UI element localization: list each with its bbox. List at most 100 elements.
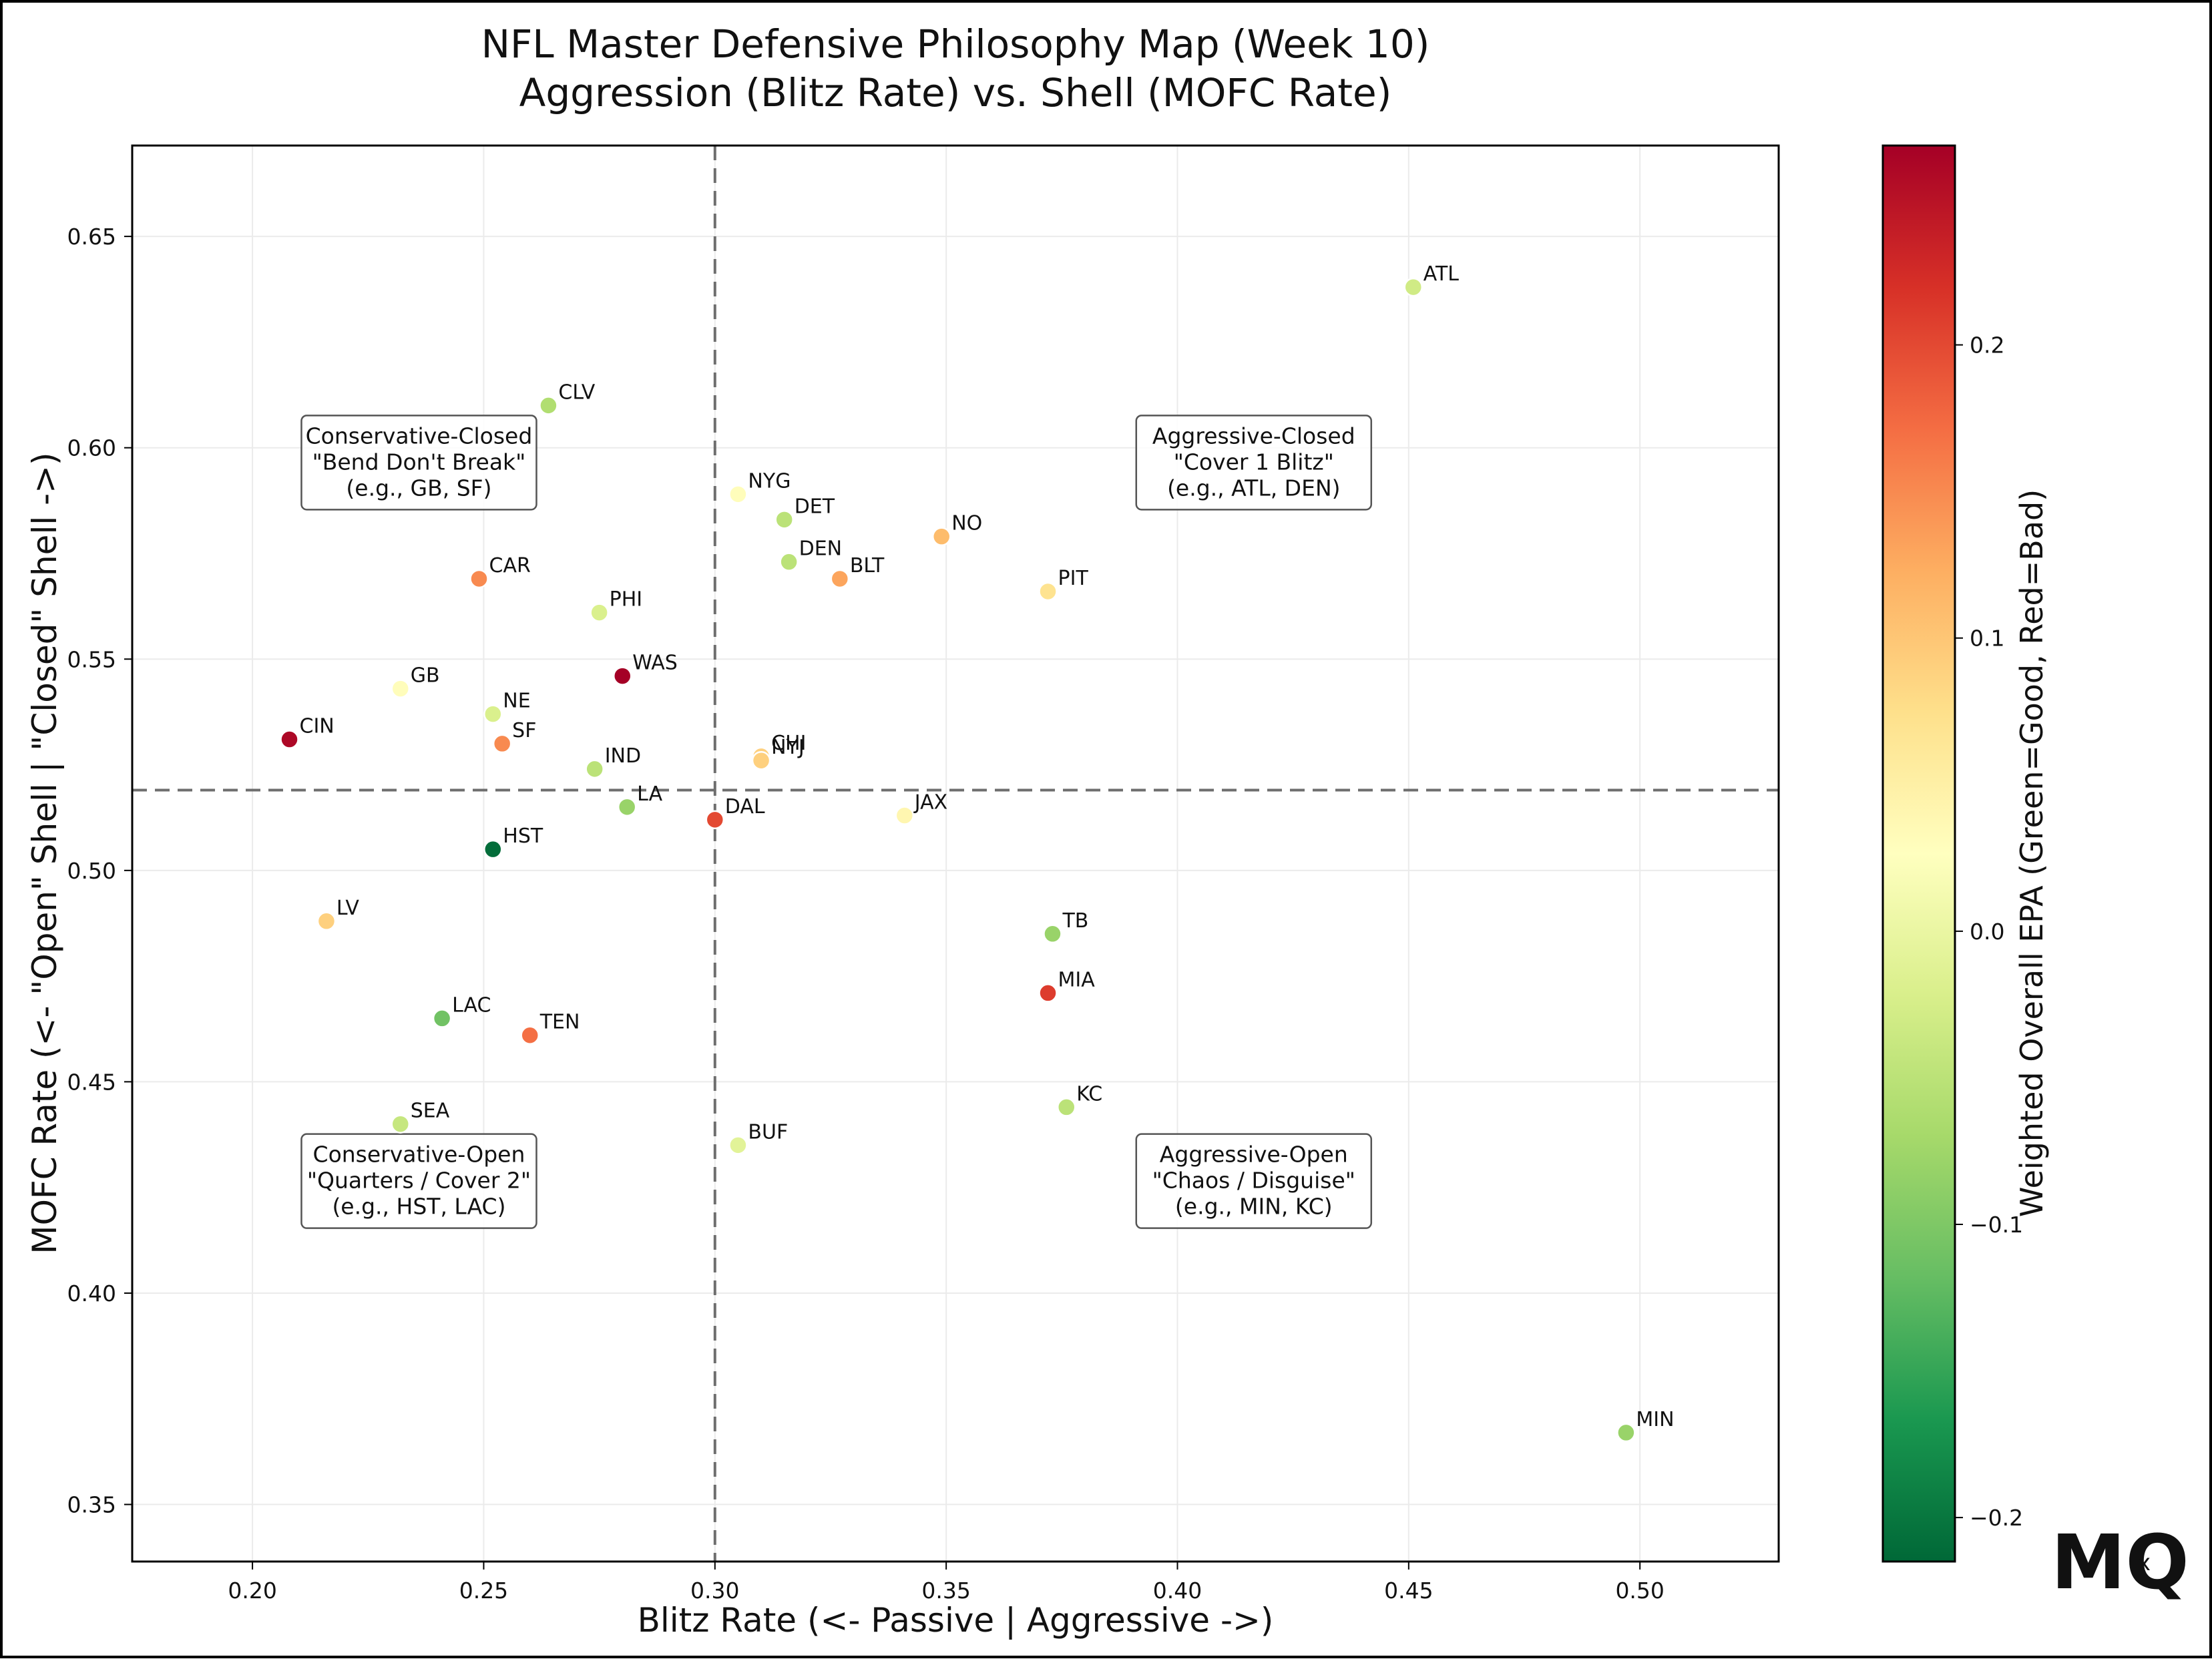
- quadrant-box-conservative-open: [300, 1133, 537, 1229]
- colorbar-label: Weighted Overall EPA (Green=Good, Red=Ba…: [2014, 489, 2050, 1217]
- point-sf: [492, 734, 512, 754]
- team-label-mia: MIA: [1058, 968, 1096, 991]
- team-label-gb: GB: [411, 664, 440, 688]
- y-tick-label-0-60: 0.60: [67, 435, 116, 461]
- colorbar-tick-label-0-1: 0.1: [1970, 626, 2004, 652]
- point-lac: [432, 1009, 452, 1028]
- team-label-nyj: NYJ: [771, 736, 805, 759]
- colorbar-tick-label-0-2: −0.2: [1970, 1505, 2023, 1531]
- colorbar-tick-label-0-2: 0.2: [1970, 332, 2004, 359]
- point-tb: [1043, 924, 1062, 944]
- quadrant-box-aggressive-open: [1135, 1133, 1373, 1229]
- x-tick-label-0-35: 0.35: [921, 1578, 970, 1604]
- point-la: [617, 797, 637, 817]
- point-car: [469, 569, 489, 589]
- team-label-phi: PHI: [610, 588, 643, 612]
- reference-lines: [132, 146, 1779, 1562]
- point-dal: [705, 810, 725, 830]
- team-label-la: LA: [637, 782, 662, 806]
- plot-area-frame: [131, 144, 1780, 1563]
- x-tick-label-0-25: 0.25: [459, 1578, 508, 1604]
- point-phi: [590, 603, 609, 622]
- team-label-min: MIN: [1636, 1408, 1674, 1431]
- team-label-lac: LAC: [452, 993, 491, 1017]
- team-label-tb: TB: [1062, 909, 1088, 933]
- y-tick-label-0-40: 0.40: [67, 1280, 116, 1307]
- team-label-sf: SF: [512, 719, 536, 742]
- colorbar-tick-label-0-1: −0.1: [1970, 1212, 2023, 1238]
- quadrant-text-conservative-closed-2: "Bend Don't Break": [312, 449, 526, 475]
- team-label-blt: BLT: [850, 554, 885, 577]
- point-det: [775, 510, 794, 529]
- point-lv: [316, 911, 337, 931]
- team-label-ne: NE: [503, 690, 530, 713]
- y-tick-label-0-65: 0.65: [67, 224, 116, 250]
- point-ind: [585, 759, 604, 779]
- point-nyg: [728, 485, 748, 504]
- team-label-chi: CHI: [771, 732, 806, 755]
- colorbar-tick-label-0-0: 0.0: [1970, 919, 2004, 945]
- team-label-jax: JAX: [913, 791, 947, 814]
- quadrant-annotations: Conservative-Closed"Bend Don't Break"(e.…: [300, 415, 1373, 1229]
- team-label-dal: DAL: [725, 795, 765, 818]
- chart-title-line-2: Aggression (Blitz Rate) vs. Shell (MOFC …: [519, 70, 1392, 115]
- team-label-hst: HST: [503, 824, 543, 848]
- quadrant-box-conservative-closed: [300, 415, 537, 511]
- y-tick-label-0-35: 0.35: [67, 1492, 116, 1518]
- point-blt: [830, 569, 850, 589]
- quadrant-text-conservative-open-3: (e.g., HST, LAC): [332, 1194, 505, 1220]
- team-label-buf: BUF: [748, 1120, 788, 1144]
- team-label-pit: PIT: [1058, 567, 1089, 590]
- quadrant-text-conservative-closed-3: (e.g., GB, SF): [346, 475, 491, 501]
- quadrant-text-aggressive-open-2: "Chaos / Disguise": [1152, 1168, 1355, 1194]
- point-ten: [520, 1025, 539, 1045]
- point-pit: [1038, 581, 1058, 602]
- mq-logo-mark: x: [2137, 1550, 2151, 1576]
- point-cin: [280, 730, 299, 749]
- quadrant-box-aggressive-closed: [1135, 415, 1373, 511]
- team-label-ten: TEN: [539, 1011, 580, 1034]
- team-label-no: NO: [951, 512, 982, 535]
- team-label-den: DEN: [799, 537, 843, 561]
- y-axis-label: MOFC Rate (<- "Open" Shell | "Closed" Sh…: [25, 452, 64, 1254]
- team-label-cin: CIN: [300, 715, 335, 738]
- y-tick-label-0-55: 0.55: [67, 646, 116, 672]
- y-tick-label-0-45: 0.45: [67, 1069, 116, 1095]
- quadrant-text-aggressive-closed-2: "Cover 1 Blitz": [1174, 449, 1334, 475]
- quadrant-label-aggressive-closed: Aggressive-Closed"Cover 1 Blitz"(e.g., A…: [1135, 415, 1373, 511]
- data-points: [280, 277, 1636, 1443]
- scatter-chart: NFL Master Defensive Philosophy Map (Wee…: [25, 21, 2189, 1640]
- x-axis-label: Blitz Rate (<- Passive | Aggressive ->): [638, 1601, 1274, 1640]
- point-clv: [539, 396, 558, 415]
- y-tick-label-0-50: 0.50: [67, 858, 116, 884]
- team-label-det: DET: [795, 495, 835, 518]
- team-label-lv: LV: [337, 897, 359, 920]
- chart-title-line-1: NFL Master Defensive Philosophy Map (Wee…: [481, 21, 1430, 67]
- colorbar: [1882, 144, 1956, 1563]
- x-tick-label-0-50: 0.50: [1615, 1578, 1664, 1604]
- quadrant-label-conservative-closed: Conservative-Closed"Bend Don't Break"(e.…: [300, 415, 537, 511]
- quadrant-label-aggressive-open: Aggressive-Open"Chaos / Disguise"(e.g., …: [1135, 1133, 1373, 1229]
- point-mia: [1038, 983, 1058, 1003]
- quadrant-text-conservative-closed-1: Conservative-Closed: [306, 423, 533, 449]
- team-label-nyg: NYG: [748, 469, 791, 493]
- point-hst: [483, 839, 503, 859]
- point-nyj: [751, 750, 771, 770]
- point-ne: [483, 704, 503, 724]
- point-sea: [391, 1114, 411, 1134]
- quadrant-text-aggressive-closed-1: Aggressive-Closed: [1152, 423, 1355, 449]
- team-label-atl: ATL: [1423, 262, 1460, 286]
- point-was: [613, 666, 632, 686]
- team-label-car: CAR: [489, 554, 531, 577]
- point-kc: [1056, 1098, 1076, 1117]
- team-label-kc: KC: [1076, 1082, 1102, 1106]
- x-tick-label-0-30: 0.30: [690, 1578, 739, 1604]
- team-label-sea: SEA: [411, 1100, 450, 1123]
- mq-logo: MQ: [2051, 1519, 2189, 1606]
- quadrant-text-conservative-open-1: Conservative-Open: [313, 1142, 525, 1168]
- point-no: [931, 527, 951, 546]
- point-gb: [391, 679, 411, 698]
- point-min: [1616, 1423, 1636, 1443]
